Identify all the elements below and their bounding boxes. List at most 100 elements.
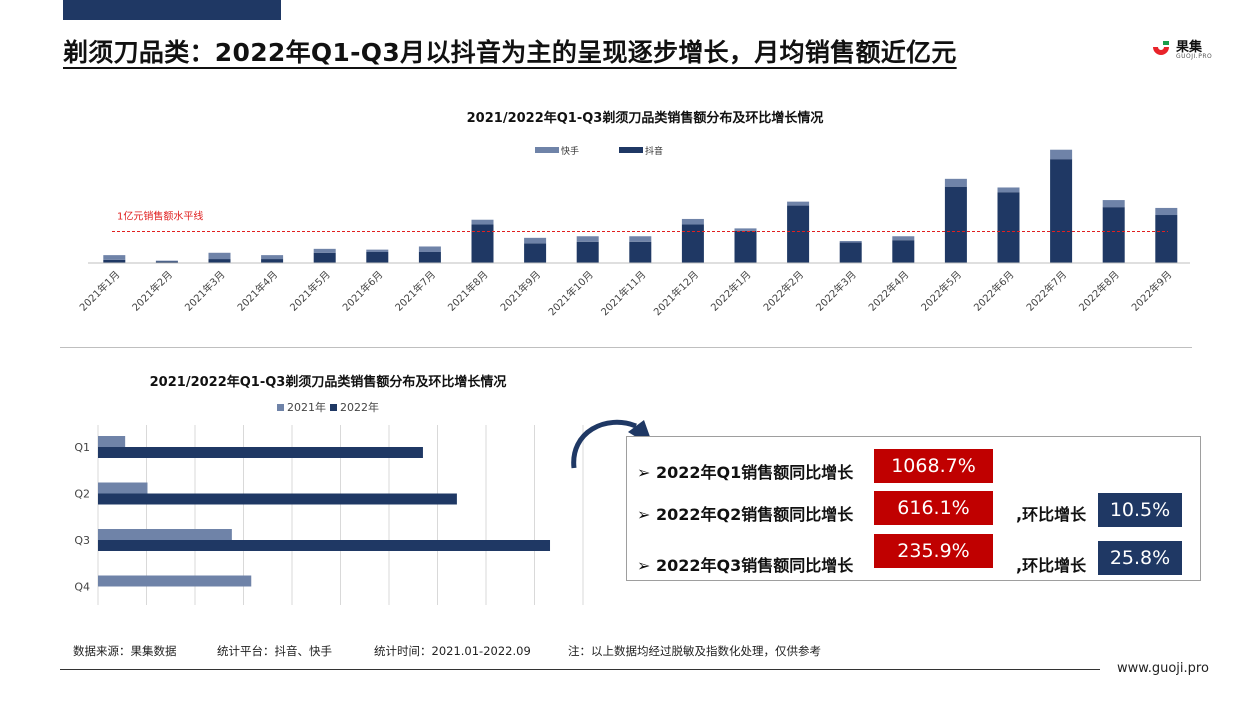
bar-douyin	[103, 259, 126, 263]
bar-kuaishou	[208, 252, 231, 260]
summary-row-q2-qoq: 10.5%	[1098, 493, 1182, 527]
legend-swatch	[535, 147, 559, 153]
bar-kuaishou	[944, 178, 967, 187]
bar-douyin	[418, 251, 441, 263]
x-tick-label: 2021年10月	[545, 268, 595, 318]
bar-2022	[98, 540, 551, 551]
x-tick-label: 2021年6月	[340, 268, 386, 314]
bar-douyin	[366, 251, 389, 263]
x-tick-label: 2021年8月	[445, 268, 491, 314]
summary-row-q3-yoy: 235.9%	[874, 534, 993, 568]
x-tick-label: 2021年1月	[77, 268, 123, 314]
summary-row-q2-label: ➢ 2022年Q2销售额同比增长	[637, 505, 854, 524]
logo-subtext: GUOJI.PRO	[1176, 53, 1213, 60]
bar-kuaishou	[681, 218, 704, 225]
bar-douyin	[208, 259, 231, 263]
legend-label: 2022年	[340, 400, 379, 414]
bar-douyin	[576, 241, 599, 263]
footer-period: 统计时间：2021.01-2022.09	[374, 644, 531, 658]
x-tick-label: 2022年4月	[866, 268, 912, 314]
bar-kuaishou	[471, 219, 494, 225]
header-accent-bar	[63, 0, 281, 20]
bar-douyin	[944, 186, 967, 263]
summary-row-q3-label: ➢ 2022年Q3销售额同比增长	[637, 556, 854, 575]
logo-text: 果集	[1176, 40, 1203, 55]
bar-kuaishou	[313, 248, 336, 253]
summary-row-q1-yoy: 1068.7%	[874, 449, 993, 483]
x-tick-label: 2022年9月	[1129, 268, 1175, 314]
chart1-legend: 快手 抖音	[535, 145, 663, 157]
bar-douyin	[839, 242, 862, 263]
x-tick-label: 2022年1月	[708, 268, 754, 314]
x-tick-label: 2021年11月	[598, 268, 648, 318]
bar-2022	[98, 447, 423, 458]
x-tick-label: 2021年9月	[497, 268, 543, 314]
x-tick-label: 2021年4月	[234, 268, 280, 314]
bar-2021	[98, 482, 148, 494]
bar-2021	[98, 529, 232, 540]
x-tick-label: 2021年7月	[392, 268, 438, 314]
x-tick-label: 2022年7月	[1023, 268, 1069, 314]
legend-label: 2021年	[287, 400, 326, 414]
bar-douyin	[261, 259, 284, 263]
x-tick-label: 2022年2月	[760, 268, 806, 314]
bar-douyin	[734, 230, 757, 263]
footer-source: 数据来源：果集数据	[73, 644, 177, 658]
bar-kuaishou	[366, 249, 389, 252]
bar-douyin	[787, 205, 810, 263]
bar-douyin	[629, 241, 652, 263]
bar-kuaishou	[629, 236, 652, 242]
summary-row-q2-qoq-label: ,环比增长	[1016, 505, 1087, 524]
bar-kuaishou	[524, 237, 547, 244]
chart2-legend: 2021年 2022年	[277, 400, 379, 414]
y-tick-label: Q3	[74, 534, 90, 547]
x-tick-label: 2022年8月	[1076, 268, 1122, 314]
y-tick-label: Q2	[74, 488, 90, 501]
summary-row-q2-yoy: 616.1%	[874, 491, 993, 525]
website-link[interactable]: www.guoji.pro	[1117, 661, 1209, 676]
bar-kuaishou	[1102, 200, 1125, 208]
brand-logo: 果集 GUOJI.PRO	[1150, 36, 1230, 66]
footer-divider	[60, 669, 1100, 670]
y-tick-label: Q1	[74, 441, 90, 454]
bar-douyin	[1050, 159, 1073, 263]
bar-douyin	[1155, 215, 1178, 263]
bar-douyin	[681, 224, 704, 263]
legend-swatch	[619, 147, 643, 153]
bar-kuaishou	[787, 201, 810, 206]
summary-row-q1-label: ➢ 2022年Q1销售额同比增长	[637, 463, 854, 482]
bar-douyin	[313, 252, 336, 263]
x-tick-label: 2022年5月	[918, 268, 964, 314]
bar-kuaishou	[155, 260, 178, 262]
bar-douyin	[892, 240, 915, 263]
bar-2021	[98, 436, 126, 447]
legend-swatch	[277, 404, 284, 411]
bar-kuaishou	[997, 187, 1020, 193]
x-tick-label: 2021年5月	[287, 268, 333, 314]
legend-label: 快手	[561, 145, 579, 157]
summary-row-q3-qoq: 25.8%	[1098, 541, 1182, 575]
x-tick-label: 2022年3月	[813, 268, 859, 314]
legend-swatch	[330, 404, 337, 411]
reference-line-label: 1亿元销售额水平线	[117, 210, 203, 223]
monthly-sales-chart: 2021/2022年Q1-Q3剃须刀品类销售额分布及环比增长情况 快手 抖音 1亿…	[77, 110, 1190, 318]
bar-2021	[98, 575, 252, 587]
bar-kuaishou	[734, 228, 757, 231]
x-tick-label: 2021年12月	[651, 268, 701, 318]
bar-kuaishou	[839, 240, 862, 243]
bar-douyin	[524, 243, 547, 263]
x-tick-label: 2022年6月	[971, 268, 1017, 314]
guoji-logo-icon	[1153, 41, 1169, 55]
bar-kuaishou	[103, 255, 126, 260]
bar-kuaishou	[576, 236, 599, 242]
summary-row-q3-qoq-label: ,环比增长	[1016, 556, 1087, 575]
page-title: 剃须刀品类：2022年Q1-Q3月以抖音为主的呈现逐步增长，月均销售额近亿元	[63, 38, 957, 67]
quarterly-sales-chart: 2021/2022年Q1-Q3剃须刀品类销售额分布及环比增长情况 2021年 20…	[74, 374, 584, 605]
bar-2022	[98, 493, 457, 505]
x-tick-label: 2021年2月	[129, 268, 175, 314]
bar-kuaishou	[418, 246, 441, 252]
bar-kuaishou	[1155, 207, 1178, 216]
footer-platform: 统计平台：抖音、快手	[217, 644, 332, 658]
legend-label: 抖音	[645, 145, 663, 157]
bar-kuaishou	[892, 236, 915, 241]
